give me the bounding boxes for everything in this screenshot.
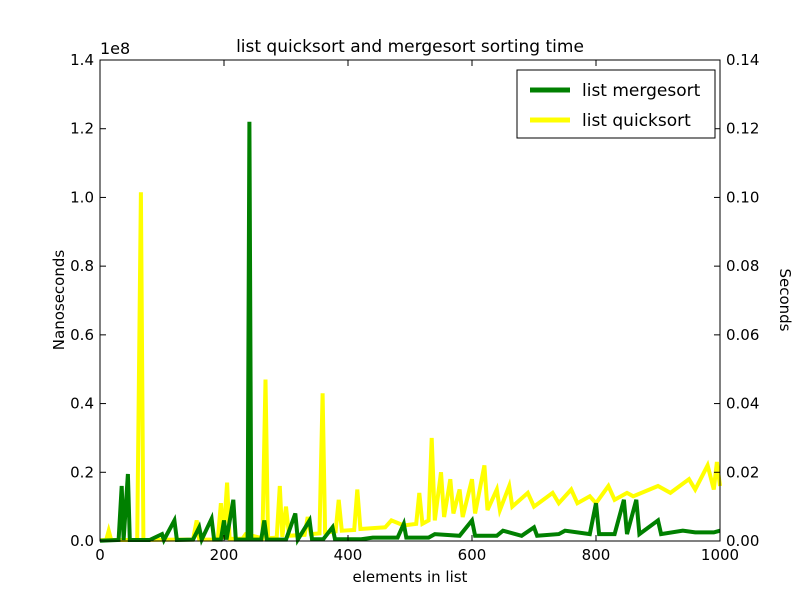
ticks-layer: 0 200 400 600 800 1000 0.0 0.2 0.4 0.6 0.8 1.0 1.2 1.… (70, 51, 759, 564)
x-tick-label: 800 (582, 546, 611, 564)
y-axis-label: Nanoseconds (50, 250, 68, 351)
legend-box (516, 69, 716, 139)
y-tick-label: 0.6 (70, 326, 94, 344)
y-tick-label: 0.8 (70, 257, 94, 275)
y-tick-label: 1.0 (70, 188, 94, 206)
y2-tick-label: 0.14 (726, 51, 759, 69)
series-layer (99, 121, 722, 546)
legend-label-quicksort: list quicksort (582, 111, 691, 131)
y2-tick-label: 0.10 (726, 188, 759, 206)
y2-axis-label: Seconds (776, 268, 794, 331)
y-tick-label: 0.4 (70, 395, 94, 413)
plot-frame (99, 59, 721, 542)
y-tick-label: 1.4 (70, 51, 94, 69)
y2-tick-label: 0.00 (726, 532, 759, 550)
y2-tick-label: 0.04 (726, 395, 759, 413)
y-tick-label: 0.2 (70, 463, 94, 481)
chart-title: list quicksort and mergesort sorting tim… (236, 37, 584, 57)
y2-tick-label: 0.06 (726, 326, 759, 344)
x-tick-label: 400 (334, 546, 363, 564)
y2-tick-label: 0.08 (726, 257, 759, 275)
y-tick-label: 0.0 (70, 532, 94, 550)
plot-area (100, 60, 720, 541)
y2-tick-label: 0.12 (726, 120, 759, 138)
y-tick-label: 1.2 (70, 120, 94, 138)
x-tick-label: 200 (210, 546, 239, 564)
x-tick-label: 0 (95, 546, 105, 564)
series-line-mergesort (99, 121, 721, 546)
x-tick-label: 1000 (701, 546, 739, 564)
y2-tick-label: 0.02 (726, 463, 759, 481)
legend: list mergesort list quicksort (516, 69, 716, 139)
y-offset-text: 1e8 (100, 39, 130, 58)
x-tick-label: 600 (458, 546, 487, 564)
x-axis-label: elements in list (353, 568, 468, 586)
legend-label-mergesort: list mergesort (582, 81, 701, 101)
